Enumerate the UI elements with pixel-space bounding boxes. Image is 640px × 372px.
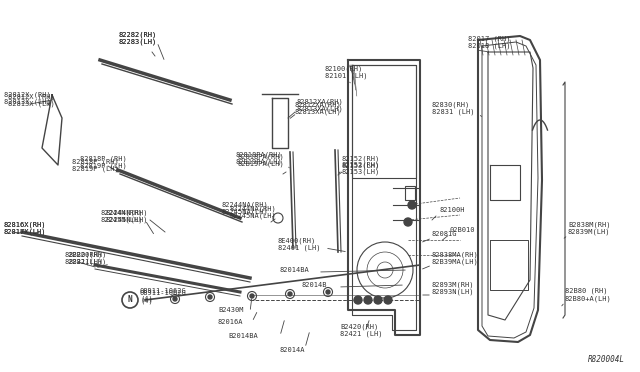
Text: 82244N(RH)
82245N(LH): 82244N(RH) 82245N(LH) — [100, 209, 143, 223]
Text: B2420(RH)
82421 (LH): B2420(RH) 82421 (LH) — [340, 323, 383, 337]
Text: 82812X (RH)
82813X (LH): 82812X (RH) 82813X (LH) — [8, 93, 55, 107]
Text: 8E400(RH)
82401 (LH): 8E400(RH) 82401 (LH) — [278, 237, 321, 251]
Text: 82893M(RH)
82893N(LH): 82893M(RH) 82893N(LH) — [432, 281, 474, 295]
Circle shape — [404, 218, 412, 226]
Text: 82818P (RH)
82819P (LH): 82818P (RH) 82819P (LH) — [80, 155, 127, 169]
Circle shape — [173, 297, 177, 301]
Text: 82282(RH)
82283(LH): 82282(RH) 82283(LH) — [118, 31, 156, 45]
Text: N: N — [128, 295, 132, 305]
Text: 08911-1062G
(4): 08911-1062G (4) — [140, 290, 187, 304]
Text: 82100(RH)
82101 (LH): 82100(RH) 82101 (LH) — [325, 65, 367, 79]
Text: B2430M: B2430M — [218, 307, 243, 313]
Text: 02B010: 02B010 — [450, 227, 476, 233]
Text: 82081G: 82081G — [432, 231, 458, 237]
Text: 82152(RH)
82153(LH): 82152(RH) 82153(LH) — [342, 155, 380, 169]
Text: 82812X (RH)
82813X (LH): 82812X (RH) 82813X (LH) — [4, 91, 51, 105]
Text: 82818PA(RH)
82B19PA(LH): 82818PA(RH) 82B19PA(LH) — [238, 153, 285, 167]
Text: 08911-1062G
(4): 08911-1062G (4) — [140, 288, 187, 302]
Circle shape — [208, 295, 212, 299]
Text: 82812XA(RH)
82813XA(LH): 82812XA(RH) 82813XA(LH) — [295, 101, 342, 115]
Text: 82282(RH)
82283(LH): 82282(RH) 82283(LH) — [118, 31, 156, 45]
Circle shape — [408, 201, 416, 209]
Text: 82152(RH)
82153(LH): 82152(RH) 82153(LH) — [342, 161, 380, 175]
Text: 82244NA(RH)
82245NA(LH): 82244NA(RH) 82245NA(LH) — [230, 205, 276, 219]
Text: 82812XA(RH)
82813XA(LH): 82812XA(RH) 82813XA(LH) — [297, 98, 344, 112]
Text: 82014B: 82014B — [302, 282, 328, 288]
Text: 82244N(RH)
82245N(LH): 82244N(RH) 82245N(LH) — [105, 209, 147, 223]
Text: R820004L: R820004L — [588, 355, 625, 364]
Circle shape — [364, 296, 372, 304]
Text: 82014A: 82014A — [280, 347, 305, 353]
Text: 82B80 (RH)
82B80+A(LH): 82B80 (RH) 82B80+A(LH) — [565, 288, 612, 302]
Text: 82B20(RH)
82821(LH): 82B20(RH) 82821(LH) — [68, 251, 106, 265]
Circle shape — [374, 296, 382, 304]
Text: 82016A: 82016A — [218, 319, 243, 325]
Text: 82816X(RH)
82817X(LH): 82816X(RH) 82817X(LH) — [3, 221, 45, 235]
Circle shape — [354, 296, 362, 304]
Text: B2838M(RH)
82839M(LH): B2838M(RH) 82839M(LH) — [568, 221, 611, 235]
Circle shape — [250, 294, 254, 298]
Text: 82818P (RH)
82819P (LH): 82818P (RH) 82819P (LH) — [72, 158, 119, 172]
Text: 82014BA: 82014BA — [280, 267, 310, 273]
Text: 82100H: 82100H — [440, 207, 465, 213]
Text: 82838MA(RH)
82B39MA(LH): 82838MA(RH) 82B39MA(LH) — [432, 251, 479, 265]
Circle shape — [326, 290, 330, 294]
Text: 82244NA(RH)
82245NA(LH): 82244NA(RH) 82245NA(LH) — [222, 201, 269, 215]
Circle shape — [384, 296, 392, 304]
Text: 82818PA(RH)
82B19PA(LH): 82818PA(RH) 82B19PA(LH) — [235, 151, 282, 165]
Text: 82816X(RH)
82817X(LH): 82816X(RH) 82817X(LH) — [3, 221, 45, 235]
Text: 82017 (RH)
82018 (LH): 82017 (RH) 82018 (LH) — [468, 35, 511, 49]
Circle shape — [288, 292, 292, 296]
Text: B2014BA: B2014BA — [228, 333, 258, 339]
Text: 82830(RH)
82831 (LH): 82830(RH) 82831 (LH) — [432, 101, 474, 115]
Text: 82B20(RH)
82821(LH): 82B20(RH) 82821(LH) — [64, 251, 102, 265]
